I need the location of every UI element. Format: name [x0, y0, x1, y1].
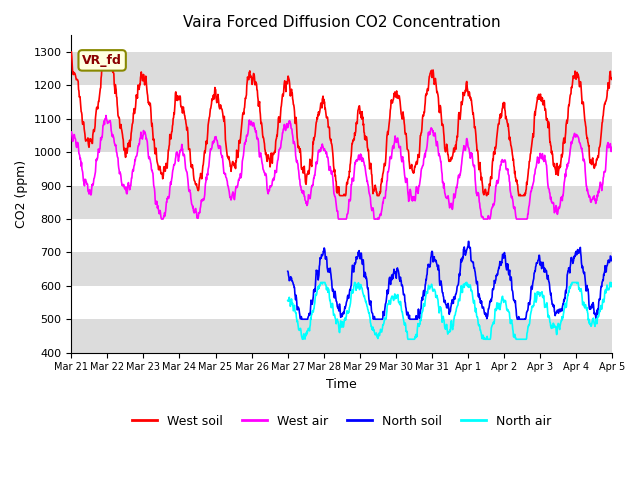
West air [175, 154, 183, 159]
North soil [426, 263, 433, 269]
North air [608, 280, 616, 286]
West soil [336, 193, 344, 199]
Bar [72, 319, 612, 353]
West soil [497, 111, 504, 117]
West air [608, 144, 616, 150]
West air [545, 185, 552, 191]
Bar [72, 186, 612, 219]
West air [426, 131, 434, 137]
Line: West soil: West soil [72, 52, 612, 196]
X-axis label: Time: Time [326, 378, 357, 391]
West soil [426, 73, 433, 79]
West air [497, 162, 504, 168]
Line: North air: North air [288, 282, 612, 339]
Text: VR_fd: VR_fd [82, 54, 122, 67]
Bar [72, 252, 612, 286]
West soil [188, 163, 195, 168]
West soil [544, 125, 552, 131]
Y-axis label: CO2 (ppm): CO2 (ppm) [15, 160, 28, 228]
North air [426, 286, 433, 292]
Line: North soil: North soil [288, 241, 612, 319]
West air [157, 216, 165, 222]
West air [189, 203, 196, 208]
North air [496, 307, 504, 312]
Bar [72, 119, 612, 152]
North soil [496, 259, 504, 264]
West soil [248, 82, 256, 87]
Title: Vaira Forced Diffusion CO2 Concentration: Vaira Forced Diffusion CO2 Concentration [183, 15, 500, 30]
West air [68, 129, 76, 135]
West soil [175, 95, 182, 100]
West air [249, 123, 257, 129]
Bar [72, 52, 612, 85]
Legend: West soil, West air, North soil, North air: West soil, West air, North soil, North a… [127, 409, 556, 432]
West soil [608, 76, 616, 82]
North soil [608, 257, 616, 263]
North soil [544, 276, 552, 282]
West air [102, 113, 110, 119]
Line: West air: West air [72, 116, 612, 219]
West soil [68, 49, 76, 55]
North air [544, 309, 552, 315]
